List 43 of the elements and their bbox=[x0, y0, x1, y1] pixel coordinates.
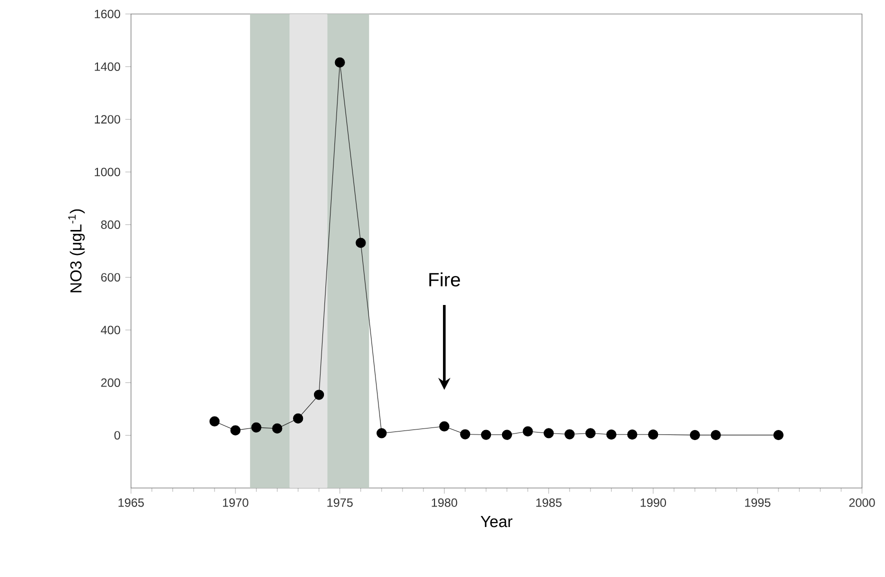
point bbox=[480, 430, 492, 440]
point bbox=[314, 390, 324, 400]
y-axis-title: NO3 (μgL$^{-1}$) bbox=[68, 209, 85, 292]
point bbox=[230, 425, 241, 436]
point bbox=[585, 428, 596, 438]
point bbox=[690, 430, 700, 440]
point bbox=[251, 422, 262, 432]
point bbox=[627, 429, 638, 440]
point bbox=[376, 428, 387, 438]
y-tick-label: 1400 bbox=[94, 62, 120, 71]
y-tick-label: 0 bbox=[114, 431, 120, 440]
y-tick-label: 600 bbox=[101, 273, 120, 282]
x-tick-label: 1980 bbox=[432, 498, 458, 507]
y-tick-label: 1200 bbox=[94, 115, 120, 124]
x-tick-label: 2000 bbox=[849, 498, 875, 507]
point bbox=[544, 428, 554, 438]
y-tick-label: 800 bbox=[101, 220, 120, 229]
point bbox=[356, 238, 366, 248]
point bbox=[209, 416, 220, 426]
point bbox=[460, 429, 470, 440]
point bbox=[272, 423, 282, 434]
annotation: Fire bbox=[429, 272, 460, 286]
x-tick-label: 1995 bbox=[745, 498, 770, 507]
x-tick-label: 1975 bbox=[327, 498, 353, 507]
point bbox=[334, 57, 345, 68]
point bbox=[293, 413, 304, 424]
y-tick-label: 200 bbox=[101, 378, 120, 387]
point bbox=[648, 429, 658, 440]
point bbox=[710, 430, 721, 440]
point bbox=[564, 429, 575, 440]
x-tick-label: 1990 bbox=[640, 498, 666, 507]
y-tick-label: 1000 bbox=[94, 168, 120, 176]
point bbox=[502, 430, 512, 440]
x-tick-label: 1970 bbox=[223, 498, 248, 507]
y-tick-label: 1600 bbox=[94, 10, 120, 18]
x-axis-title: Year bbox=[480, 516, 512, 528]
point bbox=[773, 430, 784, 440]
point bbox=[439, 421, 450, 432]
point bbox=[522, 426, 533, 436]
x-tick-label: 1985 bbox=[536, 498, 562, 507]
y-tick-label: 400 bbox=[100, 326, 120, 334]
point bbox=[606, 429, 616, 440]
x-tick-label: 1965 bbox=[118, 498, 144, 507]
